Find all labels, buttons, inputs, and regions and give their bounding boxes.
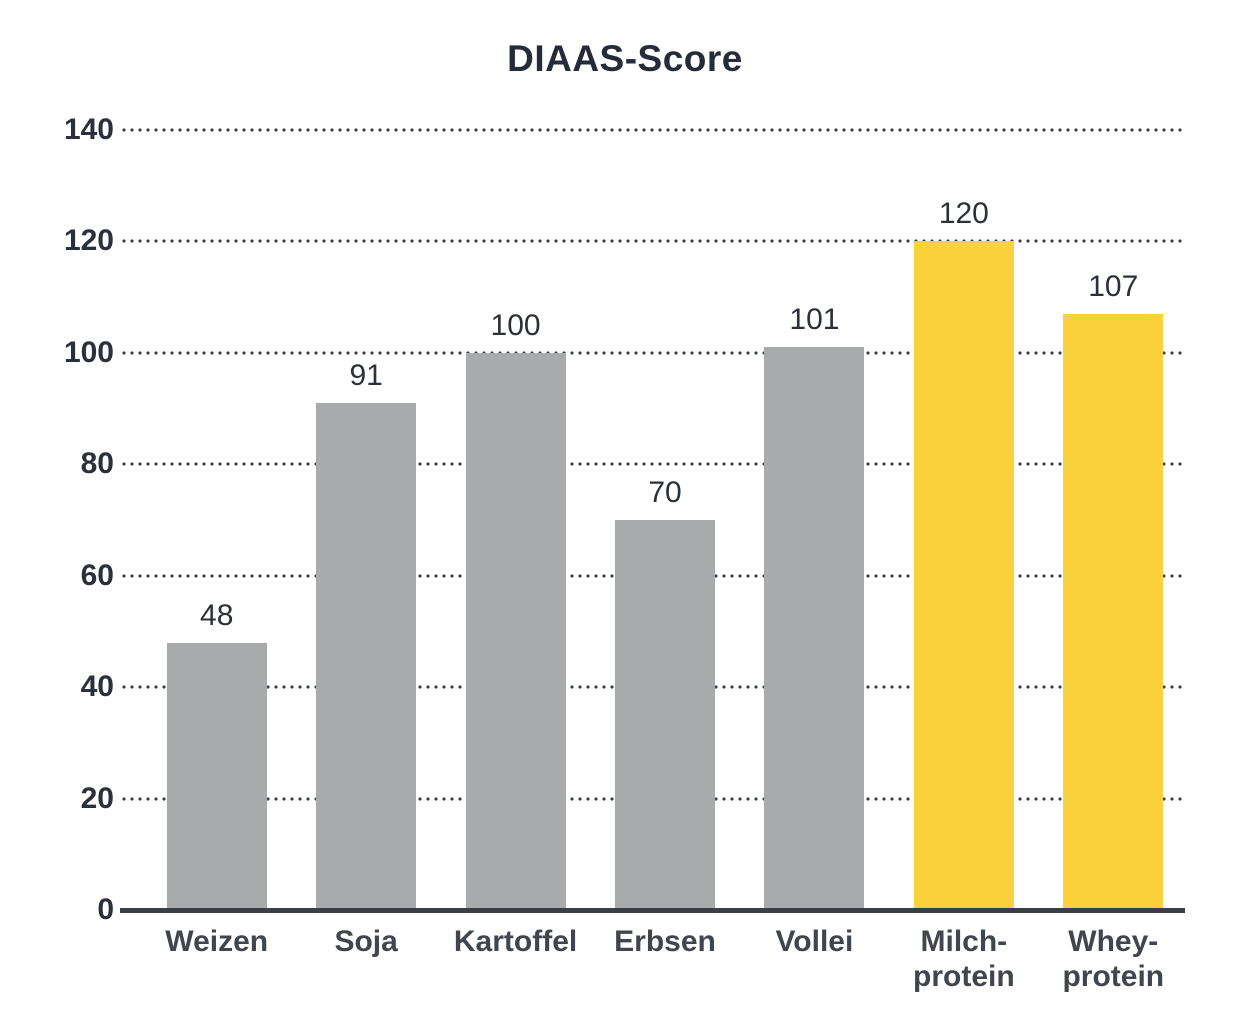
bar-kartoffel [465, 352, 566, 910]
x-tick-label-milch-protein: Milch- protein [913, 925, 1015, 993]
y-tick-label-20: 20 [80, 781, 114, 815]
y-tick-label-60: 60 [80, 558, 114, 592]
gridline-y-100 [120, 350, 1185, 355]
gridline-y-120 [120, 239, 1185, 244]
bar-value-soja: 91 [349, 359, 383, 392]
bar-whey-protein [1063, 313, 1164, 910]
x-tick-label-vollei: Vollei [775, 925, 854, 958]
bar-erbsen [615, 520, 715, 910]
bar-value-weizen: 48 [200, 598, 234, 632]
chart-title: DIAAS-Score [507, 38, 743, 79]
bar-value-whey-protein: 107 [1088, 269, 1139, 303]
y-tick-label-120: 120 [63, 224, 114, 258]
x-tick-label-soja: Soja [334, 925, 398, 958]
bar-vollei [764, 347, 865, 910]
y-tick-label-0: 0 [97, 893, 114, 926]
y-tick-label-80: 80 [80, 447, 114, 481]
bar-value-milch-protein: 120 [938, 197, 989, 231]
x-axis-line [120, 908, 1185, 913]
bar-value-kartoffel: 100 [490, 308, 541, 342]
bar-soja [316, 403, 417, 910]
bar-weizen [166, 642, 267, 910]
bar-value-vollei: 101 [789, 303, 840, 337]
y-tick-label-140: 140 [63, 113, 114, 146]
gridline-y-140 [120, 128, 1185, 132]
bar-value-erbsen: 70 [648, 476, 682, 509]
x-tick-label-whey-protein: Whey- protein [1062, 925, 1165, 993]
y-tick-label-40: 40 [80, 670, 114, 704]
x-tick-label-weizen: Weizen [165, 925, 269, 958]
y-tick-label-100: 100 [63, 335, 114, 369]
x-tick-label-kartoffel: Kartoffel [453, 925, 578, 958]
x-tick-label-erbsen: Erbsen [614, 925, 716, 958]
gridline-y-80 [120, 462, 1185, 467]
bar-milch-protein [913, 241, 1014, 910]
